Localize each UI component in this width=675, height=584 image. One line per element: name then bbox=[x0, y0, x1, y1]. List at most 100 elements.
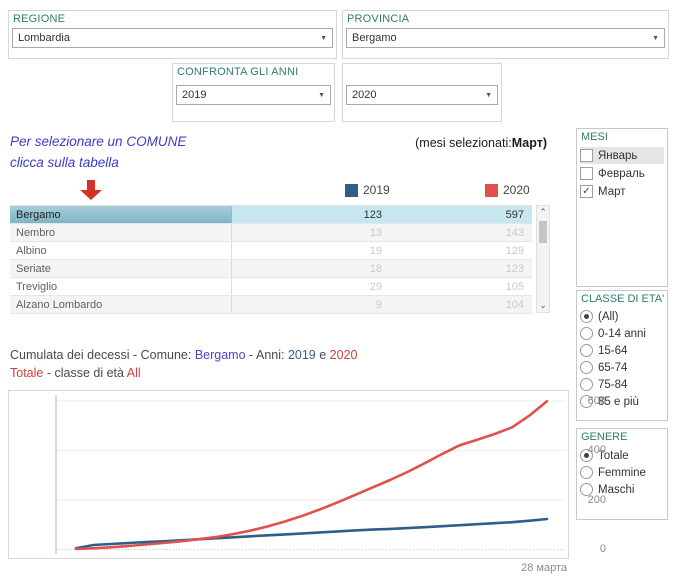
radio-icon[interactable] bbox=[580, 344, 593, 357]
genere-option-maschi[interactable]: Maschi bbox=[580, 481, 664, 498]
genere-option-femmine[interactable]: Femmine bbox=[580, 464, 664, 481]
checkbox-unchecked-icon[interactable] bbox=[580, 149, 593, 162]
deaths-2020-cell[interactable]: 123 bbox=[505, 262, 524, 275]
table-row-albino[interactable]: Albino 19 129 bbox=[10, 242, 532, 260]
scrollbar-thumb[interactable] bbox=[539, 221, 547, 243]
eta-title: CLASSE DI ETA' bbox=[581, 293, 665, 305]
scroll-up-icon[interactable]: ⌃ bbox=[539, 207, 547, 217]
genere-label: Maschi bbox=[598, 483, 635, 496]
instruction-line1: Per selezionare un COMUNE bbox=[10, 134, 187, 149]
title-all: All bbox=[126, 366, 141, 380]
title-text: Cumulata dei decessi - bbox=[10, 348, 141, 362]
table-row-treviglio[interactable]: Treviglio 29 105 bbox=[10, 278, 532, 296]
comuni-table: Bergamo 123 597 Nembro 13 143 Albino 19 … bbox=[10, 205, 532, 314]
comune-cell[interactable]: Alzano Lombardo bbox=[10, 296, 232, 313]
provincia-label: PROVINCIA bbox=[347, 13, 410, 25]
comune-cell[interactable]: Bergamo bbox=[10, 206, 232, 223]
eta-option-65-74[interactable]: 65-74 bbox=[580, 359, 664, 376]
regione-filter-panel: REGIONE Lombardia ▼ bbox=[8, 10, 337, 59]
month-label: Февраль bbox=[598, 167, 645, 180]
eta-label: 85 e più bbox=[598, 395, 639, 408]
year2-dropdown[interactable]: 2020 ▼ bbox=[346, 85, 498, 105]
table-scrollbar[interactable]: ⌃ ⌄ bbox=[536, 205, 550, 313]
mesi-filter-panel: MESI Январь Февраль ✓ Март bbox=[576, 128, 668, 287]
deaths-2020-cell[interactable]: 105 bbox=[505, 280, 524, 293]
radio-icon[interactable] bbox=[580, 395, 593, 408]
eta-option-0-14[interactable]: 0-14 anni bbox=[580, 325, 664, 342]
month-option-february[interactable]: Февраль bbox=[580, 165, 664, 182]
radio-icon[interactable] bbox=[580, 483, 593, 496]
table-row-seriate[interactable]: Seriate 18 123 bbox=[10, 260, 532, 278]
eta-option-15-64[interactable]: 15-64 bbox=[580, 342, 664, 359]
genere-filter-panel: GENERE Totale Femmine Maschi bbox=[576, 428, 668, 520]
deaths-2019-cell[interactable]: 13 bbox=[369, 226, 382, 239]
comune-cell[interactable]: Treviglio bbox=[10, 278, 232, 295]
table-row-alzano-lombardo[interactable]: Alzano Lombardo 9 104 bbox=[10, 296, 532, 314]
y-tick-200: 200 bbox=[587, 494, 606, 506]
genere-label: Femmine bbox=[598, 466, 646, 479]
eta-label: 75-84 bbox=[598, 378, 628, 391]
instruction-line2: clicca sulla tabella bbox=[10, 155, 119, 170]
scroll-down-icon[interactable]: ⌄ bbox=[539, 300, 547, 310]
radio-icon[interactable] bbox=[580, 466, 593, 479]
year1-value: 2019 bbox=[182, 89, 207, 101]
y-tick-400: 400 bbox=[587, 444, 606, 456]
year1-dropdown[interactable]: 2019 ▼ bbox=[176, 85, 331, 105]
comune-cell[interactable]: Nembro bbox=[10, 224, 232, 241]
selected-months-note: (mesi selezionati:Март) bbox=[415, 136, 547, 150]
legend-2019: 2019 bbox=[345, 183, 390, 197]
deaths-2020-cell[interactable]: 143 bbox=[505, 226, 524, 239]
genere-option-totale[interactable]: Totale bbox=[580, 447, 664, 464]
genere-title: GENERE bbox=[581, 431, 628, 443]
title-text: Anni: bbox=[255, 348, 288, 362]
deaths-2020-cell[interactable]: 129 bbox=[505, 244, 524, 257]
checkbox-checked-icon[interactable]: ✓ bbox=[580, 185, 593, 198]
title-year-2019: 2019 bbox=[287, 348, 316, 362]
chevron-down-icon: ▼ bbox=[318, 91, 325, 99]
deaths-2019-cell[interactable]: 18 bbox=[369, 262, 382, 275]
arrow-shaft bbox=[87, 180, 95, 190]
radio-icon[interactable] bbox=[580, 378, 593, 391]
y-tick-600: 600 bbox=[587, 395, 606, 407]
legend-swatch-2019 bbox=[345, 183, 358, 197]
title-text: Comune: bbox=[140, 348, 195, 362]
title-text: e bbox=[315, 348, 330, 362]
radio-selected-icon[interactable] bbox=[580, 310, 593, 323]
eta-option-75-84[interactable]: 75-84 bbox=[580, 376, 664, 393]
checkbox-unchecked-icon[interactable] bbox=[580, 167, 593, 180]
eta-label: 65-74 bbox=[598, 361, 628, 374]
month-option-january[interactable]: Январь bbox=[580, 147, 664, 164]
deaths-2020-cell[interactable]: 104 bbox=[505, 298, 524, 311]
deaths-2019-cell[interactable]: 123 bbox=[232, 206, 390, 223]
comune-cell[interactable]: Seriate bbox=[10, 260, 232, 277]
eta-option-all[interactable]: (All) bbox=[580, 308, 664, 325]
comune-cell[interactable]: Albino bbox=[10, 242, 232, 259]
deaths-2020-cell[interactable]: 597 bbox=[390, 206, 532, 223]
deaths-2019-cell[interactable]: 9 bbox=[375, 298, 382, 311]
chart-canvas bbox=[55, 395, 566, 554]
note-suffix: ) bbox=[542, 136, 547, 150]
red-down-arrow-icon bbox=[80, 180, 102, 200]
series-line-2019 bbox=[74, 517, 549, 550]
table-row-bergamo[interactable]: Bergamo 123 597 bbox=[10, 206, 532, 224]
deaths-2019-cell[interactable]: 19 bbox=[369, 244, 382, 257]
title-text: - classe di età bbox=[43, 366, 127, 380]
deaths-2019-cell[interactable]: 29 bbox=[369, 280, 382, 293]
radio-selected-icon[interactable] bbox=[580, 449, 593, 462]
month-option-march[interactable]: ✓ Март bbox=[580, 183, 664, 200]
regione-label: REGIONE bbox=[13, 13, 66, 25]
table-row-nembro[interactable]: Nembro 13 143 bbox=[10, 224, 532, 242]
month-label: Март bbox=[598, 185, 626, 198]
year2-panel: 2020 ▼ bbox=[342, 63, 502, 122]
radio-icon[interactable] bbox=[580, 361, 593, 374]
chevron-down-icon: ▼ bbox=[320, 34, 327, 42]
note-prefix: (mesi selezionati: bbox=[415, 136, 512, 150]
legend-label-2019: 2019 bbox=[363, 183, 390, 197]
regione-dropdown[interactable]: Lombardia ▼ bbox=[12, 28, 333, 48]
chart-title: Cumulata dei decessi - Comune: Bergamo -… bbox=[10, 346, 357, 382]
cumulative-deaths-chart[interactable]: 600 400 200 0 bbox=[8, 390, 606, 559]
provincia-dropdown[interactable]: Bergamo ▼ bbox=[346, 28, 665, 48]
title-text: - bbox=[245, 348, 256, 362]
radio-icon[interactable] bbox=[580, 327, 593, 340]
eta-option-85-plus[interactable]: 85 e più bbox=[580, 393, 664, 410]
